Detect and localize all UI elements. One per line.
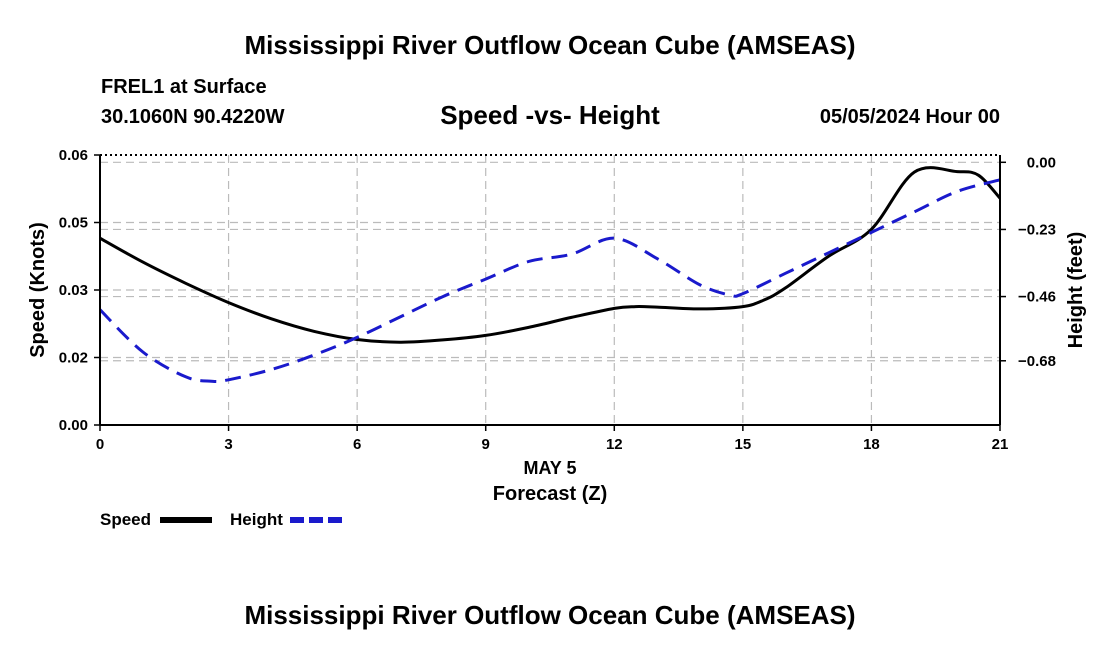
x-tick-label: 18 bbox=[863, 436, 880, 453]
station-label: FREL1 at Surface bbox=[101, 76, 267, 98]
labels-layer: 0 3 6 9 12 15 18 21 0.00 0.02 0.03 0.05 0.06 0.00 −0.2… bbox=[27, 147, 1087, 505]
legend-height-label: Height bbox=[230, 510, 283, 529]
legend-speed-label: Speed bbox=[100, 510, 151, 529]
y-axis-label: Speed (Knots) bbox=[27, 222, 49, 358]
x-tick-label: 12 bbox=[606, 436, 623, 453]
bottom-title: Mississippi River Outflow Ocean Cube (AM… bbox=[244, 600, 856, 630]
y-tick-label: 0.06 bbox=[59, 147, 88, 164]
x-tick-label: 9 bbox=[482, 436, 490, 453]
grid-layer bbox=[100, 155, 1000, 425]
y2-tick-label: −0.23 bbox=[1018, 221, 1056, 238]
forecast-datetime: 05/05/2024 Hour 00 bbox=[819, 106, 1000, 128]
station-coordinates: 30.1060N 90.4220W bbox=[101, 106, 285, 128]
x-axis-label: Forecast (Z) bbox=[493, 483, 607, 505]
y2-tick-label: −0.46 bbox=[1018, 289, 1056, 306]
y2-tick-label: 0.00 bbox=[1027, 154, 1056, 171]
legend: Speed Height bbox=[100, 510, 342, 529]
y2-axis-label: Height (feet) bbox=[1065, 232, 1087, 349]
y2-tick-label: −0.68 bbox=[1018, 353, 1056, 370]
y-tick-label: 0.02 bbox=[59, 350, 88, 367]
x-axis-sublabel: MAY 5 bbox=[523, 458, 576, 478]
y-tick-label: 0.03 bbox=[59, 282, 88, 299]
x-tick-label: 6 bbox=[353, 436, 361, 453]
x-tick-label: 0 bbox=[96, 436, 104, 453]
y-tick-label: 0.05 bbox=[59, 215, 88, 232]
series-layer bbox=[98, 166, 1002, 383]
x-tick-label: 21 bbox=[992, 436, 1009, 453]
height-series-line bbox=[98, 178, 1001, 383]
chart-subtitle: Speed -vs- Height bbox=[440, 100, 660, 130]
axes-layer bbox=[94, 154, 1006, 431]
y-tick-label: 0.00 bbox=[59, 417, 88, 434]
speed-series-line bbox=[99, 166, 1002, 344]
main-title: Mississippi River Outflow Ocean Cube (AM… bbox=[244, 30, 856, 60]
x-tick-label: 3 bbox=[224, 436, 232, 453]
x-tick-label: 15 bbox=[735, 436, 752, 453]
